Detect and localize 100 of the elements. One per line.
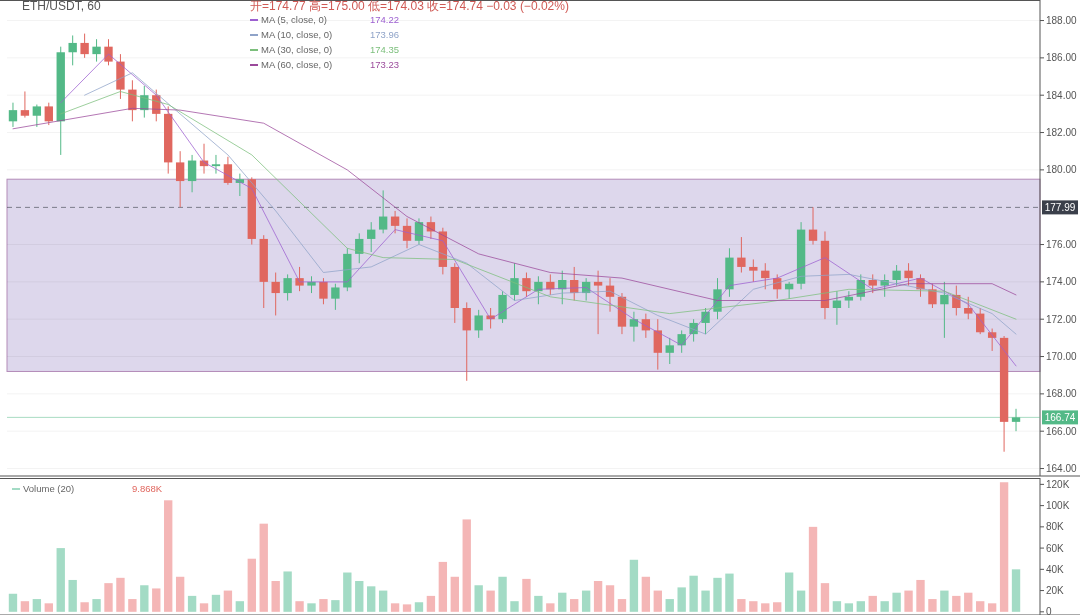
bar bbox=[832, 601, 842, 612]
y-tick-label: 40K bbox=[1046, 563, 1065, 575]
bar bbox=[570, 599, 579, 612]
candlestick bbox=[8, 102, 18, 128]
bar bbox=[271, 581, 280, 612]
y-tick-label: 180.00 bbox=[1046, 164, 1078, 176]
bar bbox=[558, 592, 567, 612]
bar bbox=[56, 548, 65, 612]
candlestick bbox=[737, 236, 746, 274]
candlestick bbox=[211, 154, 221, 175]
bar bbox=[820, 583, 830, 612]
candlestick bbox=[367, 221, 376, 253]
bar bbox=[856, 601, 865, 612]
y-tick-label: 60K bbox=[1046, 542, 1065, 554]
bar bbox=[175, 576, 185, 612]
bar bbox=[367, 586, 376, 612]
bar bbox=[701, 590, 710, 612]
bar bbox=[1011, 569, 1021, 612]
legend-label: MA (30, close, 0) bbox=[261, 44, 333, 55]
annotation: 174.22 bbox=[370, 14, 400, 25]
bar bbox=[534, 595, 543, 612]
candlestick bbox=[319, 277, 328, 305]
y-tick-label: 80K bbox=[1046, 521, 1065, 533]
candlestick bbox=[940, 281, 949, 339]
bar bbox=[689, 575, 698, 612]
bar bbox=[964, 592, 973, 612]
legend-label: MA (5, close, 0) bbox=[261, 14, 327, 25]
candlestick bbox=[844, 290, 854, 309]
bar bbox=[940, 590, 949, 612]
bar bbox=[880, 601, 889, 612]
bar bbox=[952, 595, 961, 612]
bar bbox=[295, 601, 304, 612]
bar bbox=[904, 590, 913, 612]
annotation: 174.35 bbox=[370, 44, 400, 55]
candlestick bbox=[904, 262, 913, 287]
bar bbox=[737, 599, 746, 612]
bar bbox=[199, 603, 209, 612]
bar bbox=[868, 595, 877, 612]
candlestick bbox=[892, 264, 901, 287]
bar bbox=[928, 599, 937, 612]
y-tick-label: 168.00 bbox=[1046, 388, 1078, 400]
bar bbox=[462, 519, 471, 612]
candlestick bbox=[390, 210, 400, 234]
bar bbox=[510, 601, 519, 612]
bar bbox=[414, 602, 424, 612]
bar bbox=[749, 601, 758, 612]
candlestick bbox=[653, 318, 662, 371]
bar bbox=[677, 587, 686, 612]
bar bbox=[593, 581, 603, 612]
y-tick-label: 166.00 bbox=[1046, 425, 1078, 437]
candlestick bbox=[44, 102, 53, 126]
bar bbox=[247, 558, 256, 612]
bar bbox=[773, 602, 782, 612]
annotation: 9.868K bbox=[132, 483, 163, 494]
bar bbox=[665, 599, 674, 612]
candlestick bbox=[1011, 408, 1021, 432]
bar bbox=[581, 590, 591, 612]
chart-subtitle: 开=174.77 高=175.00 低=174.03 收=174.74 −0.03 (−0.02%) bbox=[250, 0, 569, 13]
y-tick-label: 176.00 bbox=[1046, 239, 1078, 251]
bar bbox=[713, 577, 722, 612]
bar bbox=[522, 578, 531, 612]
bar bbox=[32, 599, 42, 612]
bar bbox=[629, 559, 639, 612]
candlestick bbox=[832, 290, 842, 326]
candlestick bbox=[80, 33, 89, 59]
candlestick bbox=[749, 258, 758, 283]
legend-label: Volume (20) bbox=[23, 483, 75, 494]
bar bbox=[343, 572, 352, 612]
candlestick bbox=[474, 309, 483, 339]
annotation: 173.23 bbox=[370, 59, 400, 70]
y-tick-label: 182.00 bbox=[1046, 127, 1078, 139]
bar bbox=[426, 595, 436, 612]
bar bbox=[92, 599, 101, 612]
bar bbox=[438, 561, 448, 612]
bar bbox=[761, 603, 770, 612]
y-tick-label: 100K bbox=[1046, 500, 1070, 512]
legend-label: MA (60, close, 0) bbox=[261, 59, 333, 70]
ref-line-label: 177.99 bbox=[1044, 201, 1076, 213]
bar bbox=[605, 585, 615, 612]
bar bbox=[68, 579, 77, 612]
bar bbox=[331, 600, 340, 612]
y-tick-label: 170.00 bbox=[1046, 351, 1078, 363]
bar bbox=[319, 599, 328, 612]
bar bbox=[307, 603, 316, 612]
bar bbox=[116, 577, 125, 612]
bar bbox=[104, 583, 113, 612]
bar bbox=[653, 590, 662, 612]
candlestick bbox=[32, 104, 42, 128]
candlestick bbox=[761, 262, 770, 290]
candlestick bbox=[20, 90, 30, 119]
bar bbox=[355, 581, 364, 612]
candlestick bbox=[868, 273, 877, 294]
bar bbox=[44, 603, 53, 612]
candlestick bbox=[665, 337, 674, 365]
candlestick bbox=[187, 154, 197, 193]
candlestick bbox=[92, 38, 101, 63]
bar bbox=[808, 526, 818, 612]
legend-label: MA (10, close, 0) bbox=[261, 29, 333, 40]
bar bbox=[617, 599, 627, 612]
bar bbox=[999, 482, 1009, 612]
